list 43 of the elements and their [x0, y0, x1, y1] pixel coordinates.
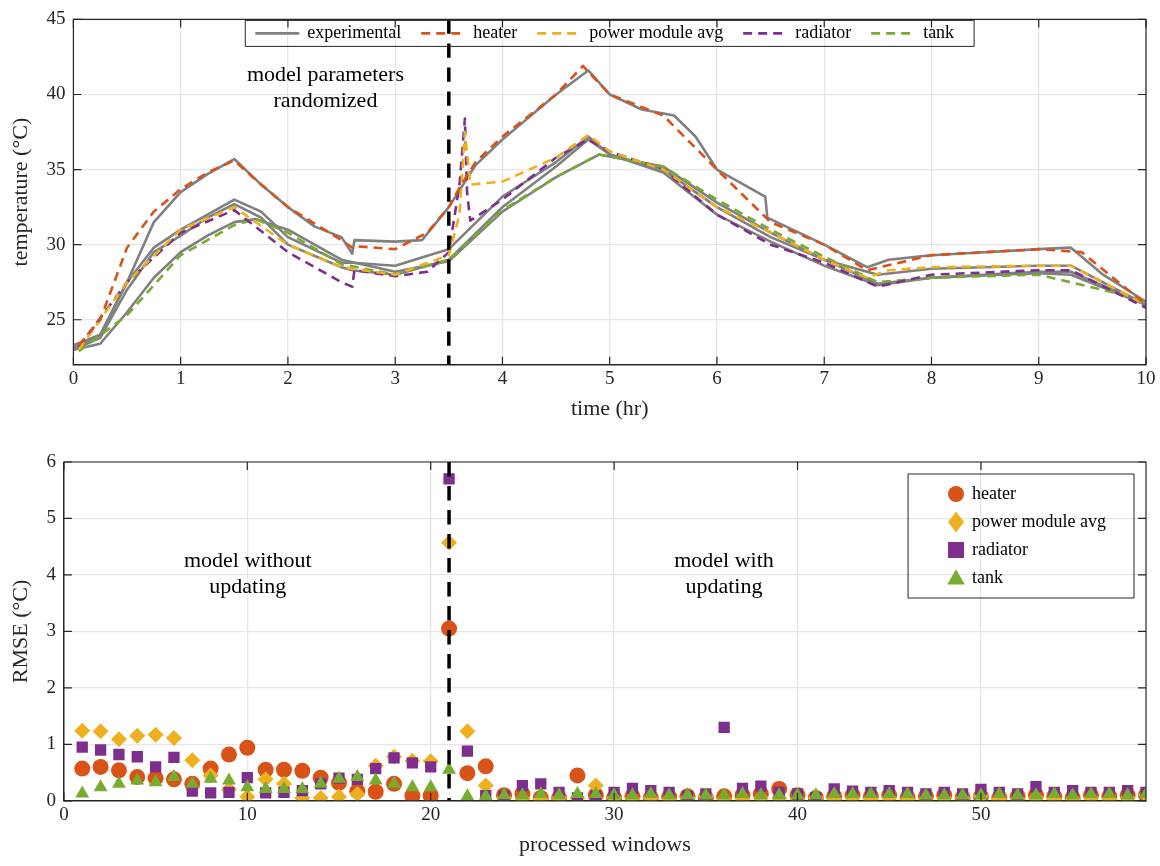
x-tick-label: 30	[604, 803, 624, 825]
x-tick-label: 40	[788, 803, 808, 825]
x-tick-label: 2	[283, 367, 293, 389]
x-axis-title: time (hr)	[570, 394, 649, 420]
legend-label: tank	[972, 566, 1004, 587]
y-tick-label: 30	[46, 232, 66, 254]
y-tick-label: 25	[46, 307, 66, 329]
y-axis-title: temperature (°C)	[6, 117, 32, 267]
annotation: model with updating	[674, 546, 774, 598]
y-tick-label: 5	[46, 506, 56, 528]
x-tick-label: 10	[237, 803, 257, 825]
x-tick-label: 1	[175, 367, 186, 389]
annotation: model parameters randomized	[246, 61, 404, 113]
x-tick-label: 6	[712, 367, 722, 389]
y-tick-label: 4	[46, 562, 57, 584]
legend-label: power module avg	[972, 510, 1107, 531]
x-tick-label: 9	[1033, 367, 1044, 389]
x-tick-label: 4	[497, 367, 508, 389]
x-tick-label: 20	[421, 803, 441, 825]
legend-label: tank	[923, 22, 955, 43]
x-tick-label: 50	[971, 803, 991, 825]
x-tick-label: 8	[926, 367, 937, 389]
legend-label: experimental	[307, 22, 402, 43]
y-tick-label: 6	[46, 449, 56, 471]
y-tick-label: 45	[46, 7, 66, 29]
y-tick-label: 3	[46, 619, 56, 641]
y-tick-label: 0	[46, 788, 56, 810]
legend-label: radiator	[795, 22, 852, 43]
legend-label: heater	[972, 482, 1017, 503]
y-tick-label: 35	[46, 157, 66, 179]
y-axis-title: RMSE (°C)	[6, 579, 32, 684]
x-axis-title: processed windows	[519, 830, 691, 856]
annotation: model without updating	[184, 546, 312, 598]
x-tick-label: 3	[390, 367, 400, 389]
legend-label: radiator	[972, 538, 1029, 559]
y-tick-label: 2	[46, 675, 56, 697]
legend-label: heater	[473, 22, 518, 43]
y-tick-label: 40	[46, 82, 66, 104]
x-tick-label: 5	[604, 367, 615, 389]
x-tick-label: 7	[819, 367, 829, 389]
x-tick-label: 10	[1136, 367, 1156, 389]
y-tick-label: 1	[46, 732, 56, 754]
legend-label: power module avg	[589, 22, 724, 43]
